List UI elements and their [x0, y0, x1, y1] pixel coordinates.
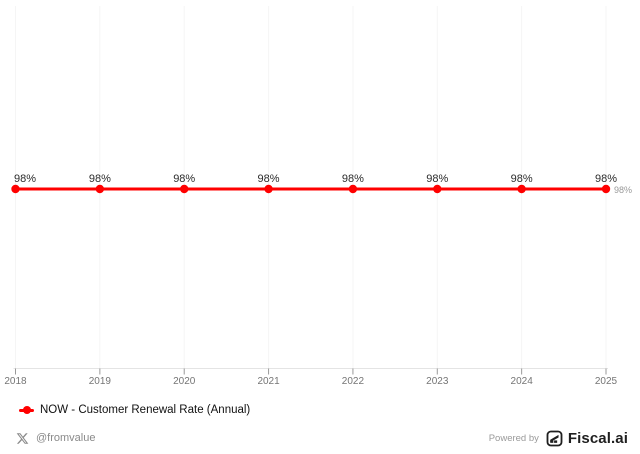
social-handle: @fromvalue — [36, 432, 96, 444]
x-axis-tick-label: 2025 — [594, 376, 618, 387]
brand-name: Fiscal.ai — [567, 429, 628, 447]
powered-by-badge[interactable]: Powered by Fiscal.ai — [489, 427, 628, 449]
data-point — [180, 184, 189, 194]
x-logo-icon — [16, 432, 29, 444]
data-point — [601, 184, 611, 194]
point-label: 98% — [426, 173, 449, 185]
legend-line-dot-icon — [19, 406, 34, 415]
x-axis-tick-label: 2024 — [510, 376, 533, 387]
x-axis-tick-label: 2019 — [88, 376, 111, 387]
x-axis-tick-label: 2018 — [4, 376, 27, 387]
data-point — [264, 184, 273, 194]
point-label: 98% — [13, 173, 37, 185]
attribution: @fromvalue — [16, 430, 95, 446]
legend-label: NOW - Customer Renewal Rate (Annual) — [40, 404, 251, 416]
x-axis-tick-label: 2021 — [257, 376, 280, 387]
point-label: 98% — [341, 173, 364, 185]
powered-by-label: Powered by — [488, 432, 539, 444]
legend-item-renewal-rate[interactable]: NOW - Customer Renewal Rate (Annual) — [19, 402, 250, 418]
point-label: 98% — [88, 173, 111, 185]
data-point — [95, 184, 105, 194]
fiscal-ai-logo-icon — [546, 430, 563, 446]
data-point — [348, 184, 358, 194]
x-axis-tick-label: 2020 — [173, 376, 196, 387]
data-point — [517, 184, 526, 194]
x-axis-tick-label: 2023 — [426, 376, 449, 387]
point-label: 98% — [257, 173, 280, 185]
point-label: 98% — [510, 173, 533, 185]
point-label: 98% — [173, 173, 196, 185]
data-point — [11, 184, 20, 194]
data-point — [433, 184, 442, 194]
x-axis-tick-label: 2022 — [341, 376, 365, 387]
point-label: 98% — [594, 173, 618, 185]
last-value-label: 98% — [614, 184, 633, 195]
